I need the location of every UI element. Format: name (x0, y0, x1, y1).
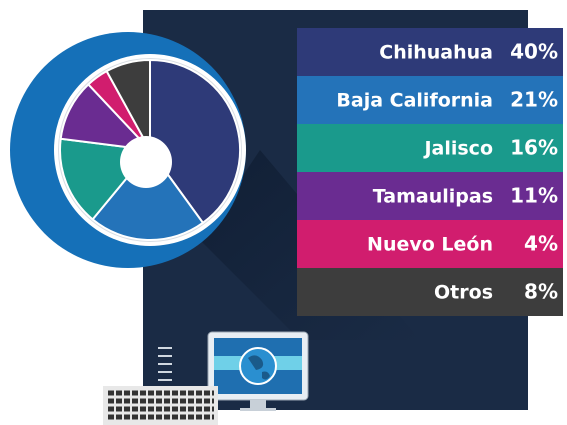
legend-label: Baja California (336, 90, 493, 112)
legend-label: Chihuahua (379, 42, 493, 64)
legend-row (297, 28, 563, 76)
value-label: 40% (510, 40, 558, 64)
legend-row (297, 172, 563, 220)
value-label: 16% (510, 136, 558, 160)
pie (59, 58, 241, 241)
pie-slice (149, 58, 241, 225)
legend-row (297, 76, 563, 124)
legend-label: Nuevo León (367, 234, 493, 256)
value-label: 4% (524, 232, 558, 256)
keyboard-icon (103, 386, 218, 425)
computer-icon (158, 331, 309, 411)
legend-label: Tamaulipas (373, 186, 493, 208)
legend-label: Jalisco (422, 138, 493, 160)
legend-row (297, 220, 563, 268)
value-label: 8% (524, 280, 558, 304)
pie-hole (120, 136, 172, 188)
value-label: 11% (510, 184, 558, 208)
legend: Chihuahua 40% Baja California 21% Jalisco 16%… (297, 28, 563, 316)
value-label: 21% (510, 88, 558, 112)
legend-row (297, 268, 563, 316)
pie-slice (91, 148, 205, 241)
pie-slice (105, 58, 151, 151)
legend-row (297, 124, 563, 172)
legend-label: Otros (434, 282, 493, 304)
